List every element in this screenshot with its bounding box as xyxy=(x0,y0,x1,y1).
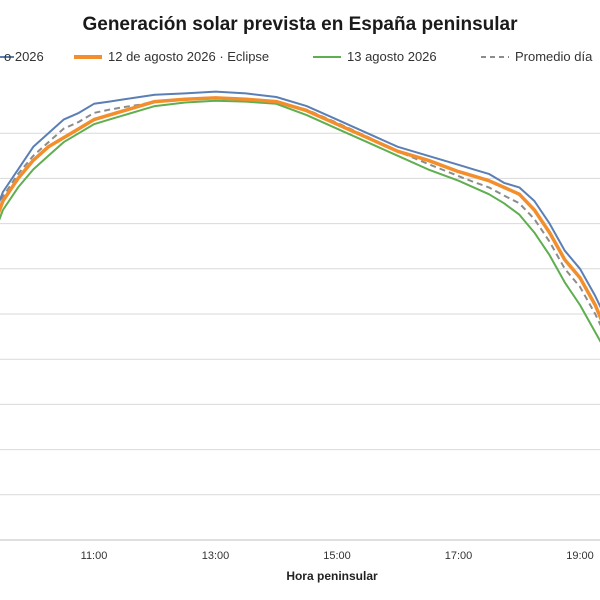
x-tick-label: 13:00 xyxy=(202,550,230,562)
legend-label-2: 12 de agosto 2026 · Eclipse xyxy=(108,49,269,64)
x-tick-label: 15:00 xyxy=(323,550,351,562)
series-line-1 xyxy=(0,90,600,309)
legend-label-4: Promedio día xyxy=(515,49,593,64)
x-axis: 11:00 13:00 15:00 17:00 19:00 xyxy=(81,550,594,562)
x-tick-label: 17:00 xyxy=(445,550,473,562)
legend: o 2026 12 de agosto 2026 · Eclipse 13 agos… xyxy=(0,49,593,64)
legend-label-3: 13 agosto 2026 xyxy=(347,49,437,64)
series-line-2 xyxy=(0,96,600,321)
series-line-3 xyxy=(0,99,600,343)
x-tick-label: 11:00 xyxy=(81,550,108,562)
x-axis-title: Hora peninsular xyxy=(286,569,378,583)
series-line-4 xyxy=(0,96,600,327)
legend-label-1: o 2026 xyxy=(4,49,44,64)
chart-title: Generación solar prevista en España peni… xyxy=(82,14,518,35)
x-tick-label: 19:00 xyxy=(566,550,594,562)
gridlines xyxy=(0,132,600,541)
series-group xyxy=(0,90,600,343)
